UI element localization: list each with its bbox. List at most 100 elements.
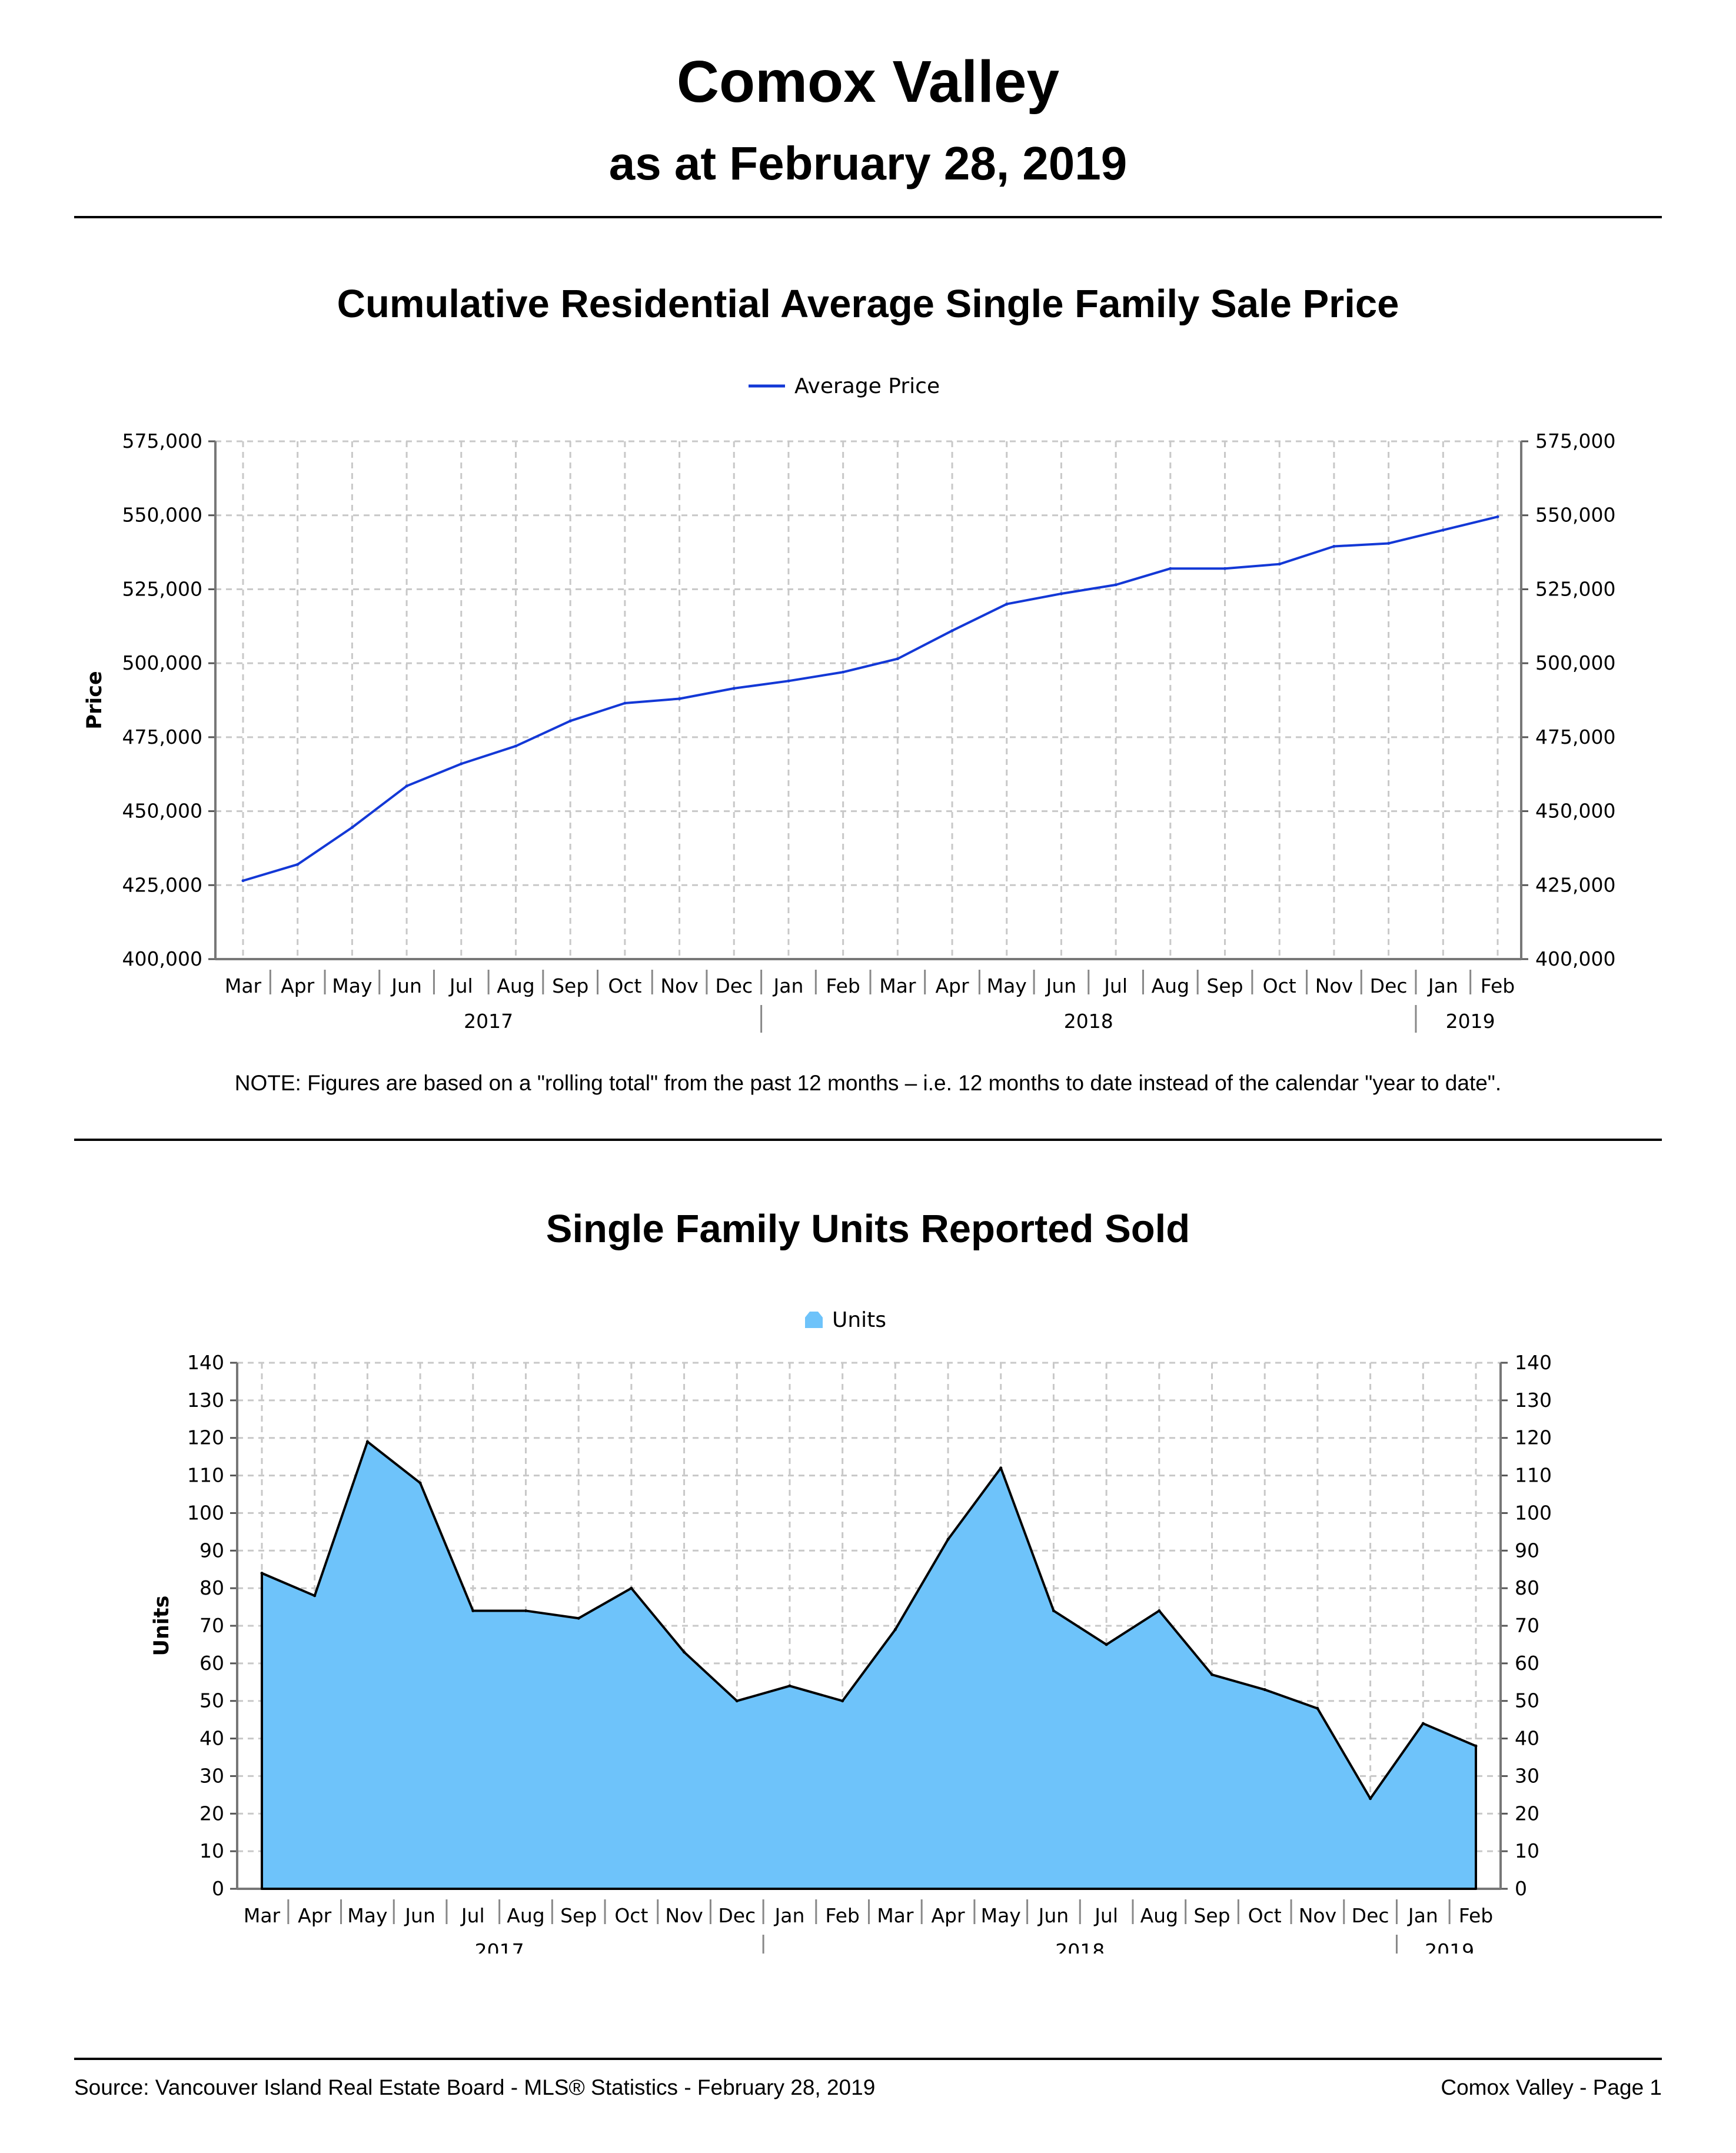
y-axis-title: Units (150, 1596, 174, 1656)
year-label: 2018 (1055, 1939, 1105, 1954)
y-tick-label-right: 0 (1515, 1877, 1527, 1900)
data-point (1263, 1688, 1266, 1692)
y-tick-label: 120 (187, 1426, 224, 1449)
data-point (946, 1538, 950, 1541)
data-point (460, 762, 463, 766)
y-tick-label: 100 (187, 1501, 224, 1524)
x-tick-label: Jan (1407, 1904, 1438, 1927)
y-tick-label-right: 80 (1515, 1576, 1539, 1599)
y-tick-label-right: 400,000 (1535, 947, 1615, 970)
data-point (788, 1684, 791, 1688)
x-tick-label: Feb (1481, 974, 1515, 997)
x-tick-label: Dec (1370, 974, 1408, 997)
x-tick-label: Jul (448, 974, 473, 997)
year-label: 2018 (1064, 1010, 1113, 1033)
x-tick-label: Feb (826, 974, 860, 997)
legend-label: Units (832, 1308, 886, 1332)
y-tick-label-right: 450,000 (1535, 800, 1615, 823)
data-point (1223, 567, 1227, 570)
x-tick-label: May (332, 974, 372, 997)
x-tick-label: Nov (665, 1904, 703, 1927)
x-tick-label: Jun (1037, 1904, 1069, 1927)
data-point (241, 879, 245, 883)
x-tick-label: Sep (560, 1904, 597, 1927)
y-tick-label-right: 475,000 (1535, 726, 1615, 748)
data-point (471, 1609, 475, 1612)
data-point (1059, 592, 1063, 595)
year-label: 2017 (464, 1010, 513, 1033)
year-label: 2019 (1425, 1939, 1474, 1954)
x-tick-label: Nov (1299, 1904, 1336, 1927)
y-tick-label: 475,000 (122, 726, 202, 748)
y-tick-label: 550,000 (122, 504, 202, 527)
y-tick-label: 50 (199, 1689, 224, 1712)
y-tick-label-right: 70 (1515, 1614, 1539, 1637)
x-tick-label: Feb (825, 1904, 859, 1927)
data-point (405, 784, 408, 788)
y-tick-label: 525,000 (122, 577, 202, 600)
page-subtitle: as at February 28, 2019 (608, 137, 1128, 189)
x-tick-label: Mar (879, 974, 916, 997)
data-point (1316, 1706, 1319, 1710)
x-tick-label: Mar (225, 974, 262, 997)
data-point (1169, 567, 1172, 570)
y-tick-label: 70 (199, 1614, 224, 1637)
data-point (1158, 1609, 1161, 1612)
y-tick-label: 140 (187, 1351, 224, 1374)
legend-label: Average Price (794, 374, 940, 398)
data-point (1278, 563, 1281, 566)
x-tick-label: May (981, 1904, 1021, 1927)
x-tick-label: Apr (935, 974, 969, 997)
x-tick-label: Oct (1248, 1904, 1282, 1927)
data-point (313, 1594, 317, 1598)
y-tick-label-right: 50 (1515, 1689, 1539, 1712)
data-point (1105, 1643, 1108, 1646)
data-point (524, 1609, 527, 1612)
x-tick-label: Aug (507, 1904, 544, 1927)
data-point (842, 670, 845, 674)
y-tick-label: 20 (199, 1802, 224, 1825)
x-tick-label: Aug (1140, 1904, 1178, 1927)
section-divider (74, 1139, 1662, 1141)
x-tick-label: Jun (1045, 974, 1077, 997)
year-label: 2019 (1446, 1010, 1495, 1033)
data-point (350, 826, 354, 829)
data-point (260, 1572, 264, 1575)
data-point (1441, 528, 1445, 532)
data-point (1114, 583, 1118, 587)
x-tick-label: Mar (244, 1904, 281, 1927)
y-tick-label-right: 500,000 (1535, 651, 1615, 674)
y-tick-label-right: 60 (1515, 1652, 1539, 1675)
y-tick-label: 110 (187, 1464, 224, 1487)
x-tick-label: Aug (1152, 974, 1189, 997)
data-point (1421, 1722, 1425, 1725)
x-tick-label: Aug (497, 974, 534, 997)
y-tick-label: 40 (199, 1727, 224, 1750)
data-point (1005, 603, 1009, 606)
y-tick-label-right: 110 (1515, 1464, 1552, 1487)
x-tick-label: Mar (877, 1904, 914, 1927)
footer-divider (74, 2058, 1662, 2060)
footer-page: Comox Valley - Page 1 (1441, 2075, 1662, 2099)
y-axis-title: Price (83, 671, 107, 729)
y-tick-label: 0 (212, 1877, 224, 1900)
y-tick-label: 80 (199, 1576, 224, 1599)
data-point (418, 1481, 422, 1485)
data-point (678, 697, 681, 700)
x-tick-label: Oct (608, 974, 641, 997)
data-point (1210, 1673, 1214, 1676)
y-tick-label: 500,000 (122, 651, 202, 674)
x-tick-label: May (347, 1904, 387, 1927)
data-point (1474, 1744, 1478, 1748)
x-tick-label: Apr (281, 974, 315, 997)
year-label: 2017 (475, 1939, 524, 1954)
y-tick-label-right: 140 (1515, 1351, 1552, 1374)
y-tick-label-right: 90 (1515, 1539, 1539, 1562)
y-tick-label-right: 120 (1515, 1426, 1552, 1449)
data-point (1496, 515, 1499, 518)
x-tick-label: Jul (460, 1904, 485, 1927)
header-divider (74, 216, 1662, 218)
x-tick-label: Sep (552, 974, 588, 997)
x-tick-label: Nov (1315, 974, 1353, 997)
x-tick-label: Apr (298, 1904, 332, 1927)
